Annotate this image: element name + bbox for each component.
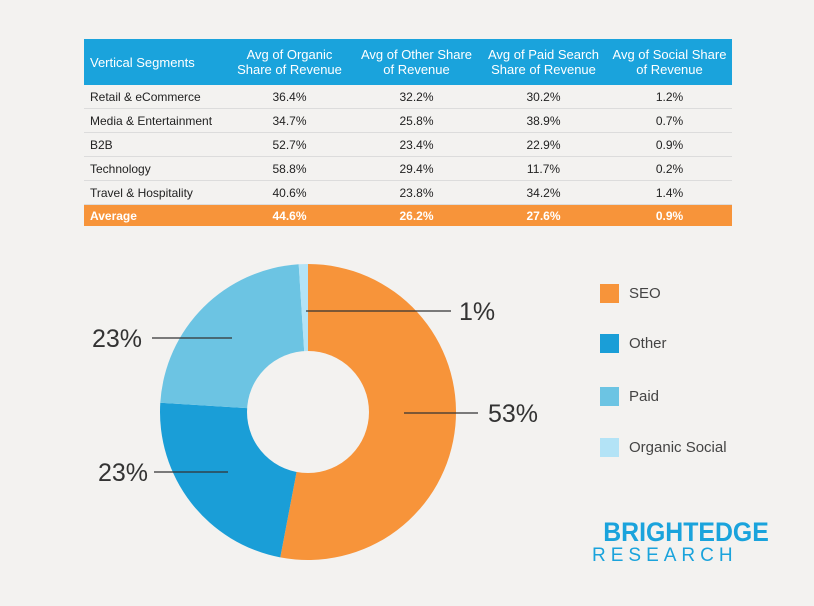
table-cell: 1.4% [607,180,732,205]
average-row: Average 44.6% 26.2% 27.6% 0.9% [84,204,732,226]
table-cell: 0.9% [607,132,732,157]
data-label-other: 23% [98,459,148,487]
logo-line-2: RESEARCH [592,545,738,566]
logo-line-1: BRIGHTEDGE [603,517,769,547]
donut-hole [247,351,369,473]
table-cell: 23.4% [353,132,480,157]
average-cell: 44.6% [226,204,353,226]
table-cell: 30.2% [480,85,607,109]
legend-label-organic-social: Organic Social [629,439,727,456]
table-cell: 22.9% [480,132,607,157]
legend-label-other: Other [629,335,667,352]
header-paid-search-share: Avg of Paid Search Share of Revenue [480,39,607,85]
table-cell: 0.2% [607,156,732,181]
table-header-row: Vertical Segments Avg of Organic Share o… [84,39,732,85]
average-cell: Average [84,204,226,226]
table-cell: Technology [84,156,226,181]
data-label-seo: 53% [488,400,538,428]
table-cell: 29.4% [353,156,480,181]
table-cell: 11.7% [480,156,607,181]
table-cell: 34.7% [226,108,353,133]
data-label-organic-social: 1% [459,298,495,326]
data-label-callouts: 53% 23% 23% 1% [92,298,538,487]
average-cell: 26.2% [353,204,480,226]
table-row: Travel & Hospitality 40.6% 23.8% 34.2% 1… [84,180,732,205]
table-cell: 32.2% [353,85,480,109]
table-row: Technology 58.8% 29.4% 11.7% 0.2% [84,156,732,181]
header-organic-share: Avg of Organic Share of Revenue [226,39,353,85]
table-cell: B2B [84,132,226,157]
legend-swatch-seo [600,284,619,303]
table-row: Retail & eCommerce 36.4% 32.2% 30.2% 1.2… [84,85,732,109]
header-other-share: Avg of Other Share of Revenue [353,39,480,85]
legend-swatch-other [600,334,619,353]
header-social-share: Avg of Social Share of Revenue [607,39,732,85]
table-cell: 38.9% [480,108,607,133]
table-cell: 0.7% [607,108,732,133]
data-label-paid: 23% [92,325,142,353]
table-cell: 52.7% [226,132,353,157]
table-cell: Travel & Hospitality [84,180,226,205]
table-cell: Media & Entertainment [84,108,226,133]
chart-legend: SEO Other Paid Organic Social [600,284,727,457]
legend-swatch-organic-social [600,438,619,457]
table-cell: Retail & eCommerce [84,85,226,109]
table-cell: 34.2% [480,180,607,205]
legend-swatch-paid [600,387,619,406]
average-cell: 0.9% [607,204,732,226]
brightedge-logo: BRIGHTEDGE RESEARCH [592,517,769,566]
table-row: B2B 52.7% 23.4% 22.9% 0.9% [84,132,732,157]
legend-label-seo: SEO [629,285,661,302]
table-row: Media & Entertainment 34.7% 25.8% 38.9% … [84,108,732,133]
header-vertical-segments: Vertical Segments [84,39,226,85]
average-cell: 27.6% [480,204,607,226]
table-cell: 58.8% [226,156,353,181]
table-cell: 40.6% [226,180,353,205]
table-cell: 1.2% [607,85,732,109]
table-cell: 23.8% [353,180,480,205]
revenue-share-table: Vertical Segments Avg of Organic Share o… [84,39,732,226]
legend-label-paid: Paid [629,388,659,405]
table-cell: 25.8% [353,108,480,133]
table-cell: 36.4% [226,85,353,109]
